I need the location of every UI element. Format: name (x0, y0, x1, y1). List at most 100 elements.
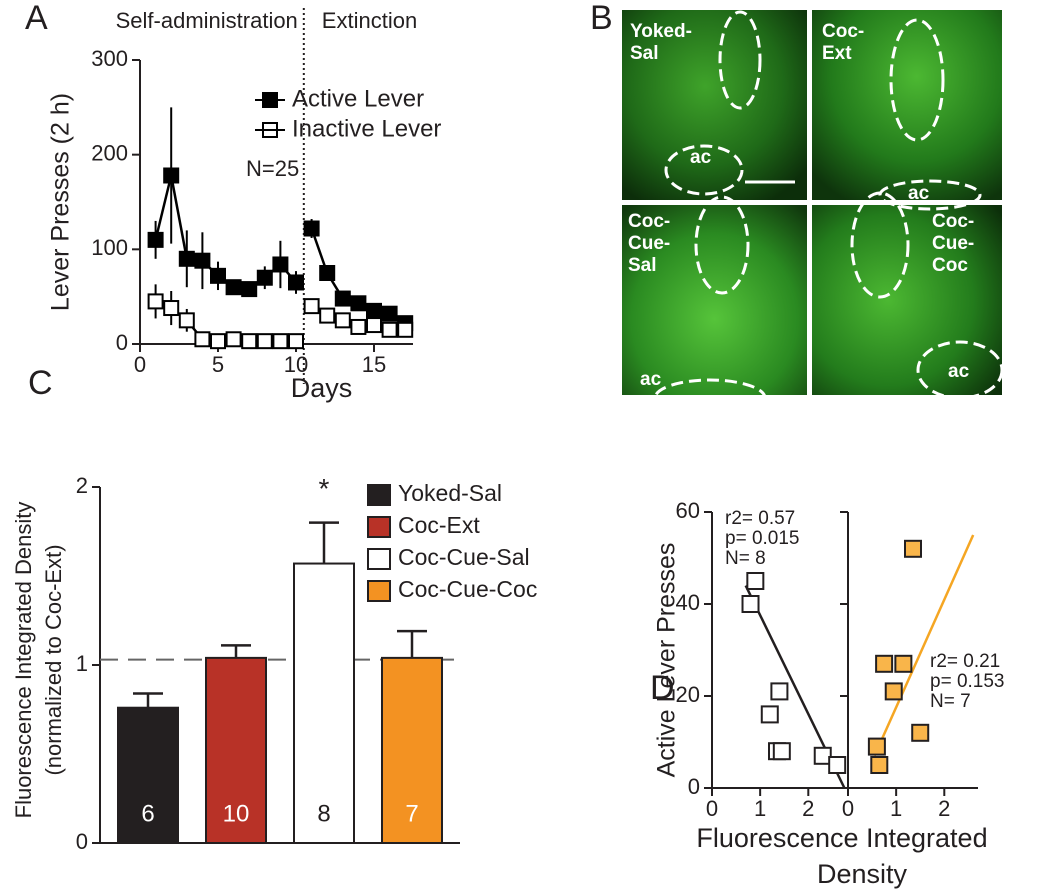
legend-label: Yoked-Sal (398, 480, 502, 506)
point (894, 654, 913, 673)
panel-letter: A (25, 0, 48, 37)
marker (178, 312, 195, 329)
panel-letter: D (650, 669, 675, 707)
significance: * (319, 473, 330, 504)
annotation: Self-administration (116, 8, 298, 33)
micrographs: B Yoked- Sal ac Coc- Ext ac Coc- Cue- Sa… (590, 0, 1004, 418)
tile-label: Yoked- (630, 21, 692, 42)
marker (256, 333, 273, 350)
point (760, 705, 779, 724)
x-tick-label: 0 (134, 352, 146, 377)
bar (293, 562, 355, 844)
marker (194, 252, 211, 269)
legend-label: Inactive Lever (292, 115, 441, 142)
stat-label: r2= 0.21 (930, 651, 1000, 672)
n-label: 6 (141, 800, 154, 827)
marker (241, 333, 258, 350)
y-tick-label: 2 (76, 473, 88, 498)
marker (225, 331, 242, 348)
marker (381, 321, 398, 338)
marker (350, 295, 367, 312)
y-tick-label: 1 (76, 651, 88, 676)
x-tick-label: 1 (754, 796, 766, 821)
y-axis-label: Fluorescence Integrated Density (11, 502, 36, 819)
marker (334, 290, 351, 307)
point (911, 723, 930, 742)
y-axis-label: Active Lever Presses (653, 543, 681, 778)
marker (288, 274, 304, 291)
y-tick-label: 0 (116, 330, 128, 355)
tile-label: Ext (822, 43, 852, 64)
x-tick-label: 0 (706, 796, 718, 821)
tile-label: Coc- (628, 211, 670, 232)
marker (303, 298, 320, 315)
region-label: ac (948, 361, 970, 382)
bar (117, 706, 179, 844)
point (828, 756, 847, 774)
marker (194, 331, 211, 348)
y-tick-label: 0 (688, 774, 700, 799)
y-axis-label: (normalized to Coc-Ext) (41, 544, 66, 775)
point (770, 682, 789, 701)
point (772, 742, 791, 761)
y-tick-label: 60 (676, 498, 700, 523)
tile-label: Sal (630, 43, 659, 64)
bar (381, 656, 443, 844)
y-axis-label: Lever Presses (2 h) (47, 93, 75, 311)
marker (163, 300, 180, 317)
micrograph (622, 10, 807, 200)
outline (653, 378, 767, 418)
point (884, 682, 903, 701)
n-label: 7 (405, 800, 418, 827)
point (867, 737, 886, 756)
outline (694, 195, 750, 295)
stat-label: r2= 0.57 (725, 508, 795, 529)
tile-label: Coc (932, 255, 968, 276)
marker (210, 267, 226, 284)
point (741, 595, 760, 613)
legend-swatch (367, 484, 391, 506)
region-label: ac (908, 183, 930, 204)
region-label: ac (690, 147, 712, 168)
marker (272, 256, 289, 273)
marker (210, 333, 226, 350)
fit-line (873, 534, 975, 757)
y-tick-label: 200 (91, 140, 128, 165)
marker (178, 250, 195, 267)
stat-label: p= 0.153 (930, 671, 1005, 692)
marker (319, 307, 336, 324)
outline (916, 340, 1004, 400)
marker (319, 265, 336, 281)
marker (303, 220, 320, 237)
y-tick-label: 20 (676, 682, 700, 707)
x-axis-label: Days (291, 373, 353, 403)
legend-swatch (367, 580, 391, 602)
outline (664, 144, 744, 196)
marker (366, 302, 382, 319)
line-segment (169, 175, 189, 260)
outline (850, 191, 910, 299)
line-segment (154, 175, 173, 241)
point (904, 539, 922, 558)
marker (241, 281, 258, 298)
marker (256, 269, 273, 286)
marker (225, 279, 242, 296)
tile-label: Sal (628, 255, 657, 276)
x-axis-label: Fluorescence Integrated (696, 823, 987, 853)
stat-label: N= 7 (930, 691, 971, 712)
tile-label: Coc- (822, 21, 864, 42)
micrograph (812, 205, 1002, 395)
outline (718, 10, 762, 110)
panel-letter: B (590, 0, 613, 37)
point (813, 746, 832, 765)
x-tick-label: 2 (938, 796, 950, 821)
marker (381, 305, 398, 322)
marker (334, 312, 351, 329)
region-label: ac (640, 369, 662, 390)
x-axis-label: Density (817, 859, 908, 889)
n-label: 10 (223, 800, 250, 827)
point (746, 572, 765, 590)
y-tick-label: 100 (91, 235, 128, 260)
outline (889, 18, 945, 142)
